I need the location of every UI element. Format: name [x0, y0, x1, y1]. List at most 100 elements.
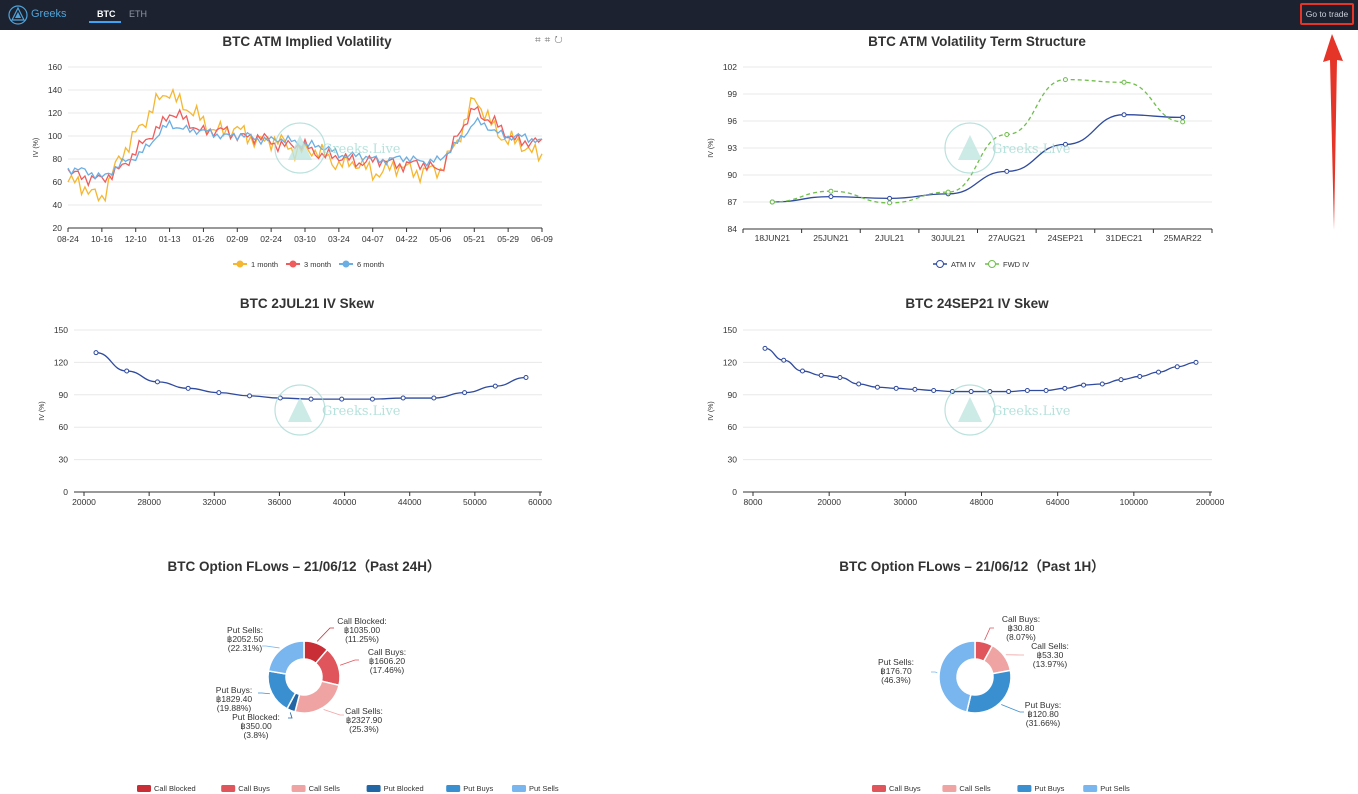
pie-label: Put Blocked: ฿350.00 (3.8%) [232, 712, 280, 740]
pie-label-line-text: ฿1606.20 [369, 656, 405, 666]
pie-label-line-text: Put Sells: [227, 625, 263, 635]
data-point [369, 396, 375, 402]
x-tick-label: 40000 [333, 497, 357, 507]
pie-label-line [339, 659, 359, 666]
pie-label: Put Sells: ฿2052.50 (22.31%) [227, 625, 263, 653]
y-tick-label: 150 [54, 325, 68, 335]
greeks-logo-icon[interactable] [8, 5, 28, 25]
y-tick-label: 20 [53, 223, 63, 233]
pie-label-line-text: Put Blocked: [232, 712, 280, 722]
pie-label: Call Sells: ฿2327.90 (25.3%) [345, 706, 383, 734]
x-tick-label: 8000 [744, 497, 763, 507]
pie-label-line [1001, 704, 1024, 713]
pie-label-line-text: Call Sells: [1031, 641, 1069, 651]
pie-slice-put-sells [938, 640, 976, 713]
go-to-trade-button[interactable]: Go to trade [1300, 3, 1354, 25]
data-point [762, 345, 768, 351]
pie-label-line-text: (22.31%) [228, 643, 263, 653]
legend-label: ATM IV [951, 260, 975, 269]
x-tick-label: 100000 [1120, 497, 1149, 507]
data-point [781, 357, 787, 363]
x-tick-label: 28000 [137, 497, 161, 507]
watermark-logo-icon [274, 384, 326, 436]
y-tick-label: 60 [53, 177, 63, 187]
watermark-triangle-icon [958, 135, 982, 160]
data-point [1004, 132, 1010, 137]
data-point [1118, 377, 1124, 383]
data-point [1004, 168, 1010, 174]
y-tick-label: 60 [728, 422, 738, 432]
watermark-text: Greeks.Live [322, 404, 401, 419]
data-point [1121, 79, 1127, 85]
data-point [887, 195, 893, 201]
data-point [1180, 114, 1186, 120]
top-navigation-bar: Greeks BTC ETH Go to trade [0, 0, 1358, 30]
x-tick-label: 30JUL21 [931, 233, 965, 243]
x-tick-label: 48000 [970, 497, 994, 507]
data-point [818, 372, 824, 378]
legend-swatch [1083, 785, 1098, 792]
pie-label-line-text: (17.46%) [370, 665, 405, 675]
legend-swatch [291, 785, 306, 792]
data-point [828, 194, 834, 200]
pie-label-line [288, 712, 293, 719]
tab-btc[interactable]: BTC [97, 9, 116, 19]
restore-icon[interactable]: ↻ [554, 35, 567, 46]
x-tick-label: 30000 [894, 497, 918, 507]
x-tick-label: 2JUL21 [875, 233, 905, 243]
zoom-icon[interactable]: ⌗ [535, 35, 545, 46]
x-tick-label: 25JUN21 [813, 233, 849, 243]
data-point [247, 393, 253, 399]
y-axis-label: IV (%) [708, 401, 715, 420]
zoom-reset-icon[interactable]: ⌗ [544, 35, 555, 46]
x-tick-label: 200000 [1196, 497, 1225, 507]
tab-eth[interactable]: ETH [129, 9, 147, 19]
data-point [124, 368, 130, 374]
pie-label-line-text: (46.3%) [881, 675, 911, 685]
data-point [1024, 387, 1030, 393]
x-tick-label: 10-16 [91, 234, 113, 244]
x-tick-label: 60000 [528, 497, 552, 507]
legend-label: Put Sells [529, 784, 559, 793]
data-point [492, 383, 498, 389]
data-point [828, 188, 834, 194]
pie-label-line-text: (3.8%) [243, 730, 268, 740]
data-point [216, 390, 222, 396]
pie-label-line-text: ฿53.30 [1037, 650, 1064, 660]
y-tick-label: 102 [723, 62, 737, 72]
legend-marker [342, 260, 350, 268]
data-point [339, 396, 345, 402]
pie-label-line-text: (8.07%) [1006, 632, 1036, 642]
legend-swatch [1017, 785, 1032, 792]
y-tick-label: 80 [53, 154, 63, 164]
data-point [1099, 381, 1105, 387]
legend-marker [936, 260, 944, 268]
y-axis-label: IV (%) [33, 138, 40, 157]
x-tick-label: 05-29 [497, 234, 519, 244]
pie-label-line [262, 645, 280, 649]
data-point [893, 385, 899, 391]
data-point [462, 390, 468, 396]
pie-label-line [931, 671, 938, 673]
y-tick-label: 150 [723, 325, 737, 335]
brand-name[interactable]: Greeks [31, 8, 67, 20]
x-tick-label: 04-07 [362, 234, 384, 244]
skew-line [764, 347, 1197, 393]
y-tick-label: 0 [732, 487, 737, 497]
pie-label-line-text: ฿1829.40 [216, 694, 252, 704]
pie-label-line [316, 627, 334, 642]
data-point [1193, 359, 1199, 365]
x-tick-label: 03-24 [328, 234, 350, 244]
y-axis-label: IV (%) [708, 138, 715, 157]
legend-label: 3 month [304, 260, 331, 269]
legend-label: Put Buys [1034, 784, 1064, 793]
data-point [93, 350, 99, 356]
pie-slice-call-sells [294, 680, 340, 714]
chart-title-skew-2jul21: BTC 2JUL21 IV Skew [240, 296, 375, 311]
legend-marker [988, 260, 996, 268]
y-tick-label: 100 [48, 131, 62, 141]
data-point [874, 384, 880, 390]
y-tick-label: 140 [48, 85, 62, 95]
y-tick-label: 60 [59, 422, 69, 432]
